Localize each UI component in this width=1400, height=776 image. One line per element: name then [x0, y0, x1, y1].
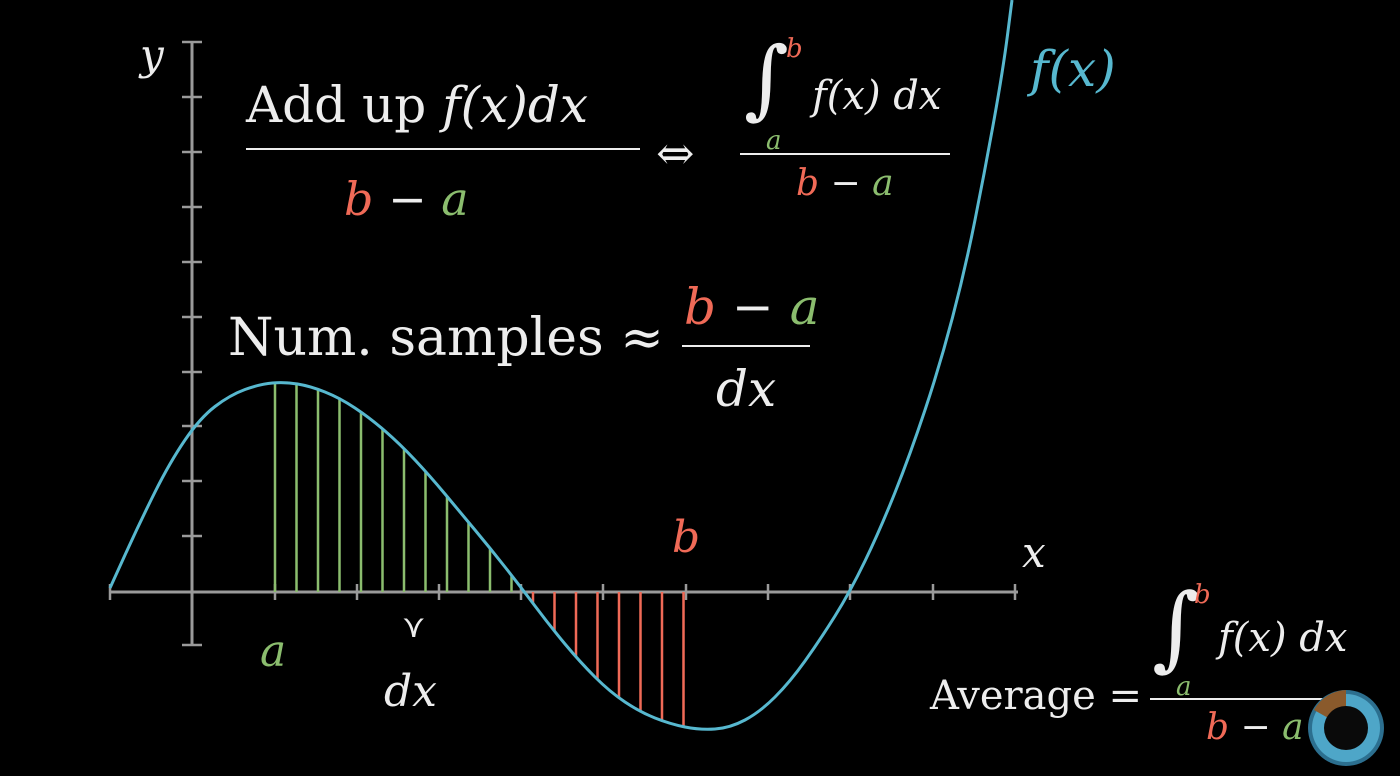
num-a: a: [789, 278, 820, 336]
average-upper-b: b: [1194, 580, 1211, 610]
average-lower-a: a: [1176, 672, 1192, 702]
den-a: a: [872, 163, 894, 204]
add-up-text: Add up: [246, 76, 443, 134]
function-curve: [108, 0, 1014, 731]
den-minus: −: [1240, 707, 1271, 748]
average-denominator: b − a: [1206, 710, 1304, 746]
average-integral-sign: ∫: [1152, 574, 1200, 681]
num-samples-numerator: b − a: [684, 282, 820, 332]
average-fraction-bar: [1150, 698, 1350, 700]
average-integrand: f(x) dx: [1218, 615, 1348, 661]
num-samples-fraction-bar: [682, 345, 810, 347]
sample-lines: [273, 382, 685, 727]
num-samples-text: Num. samples ≈: [228, 308, 664, 368]
add-up-numerator: Add up f(x)dx: [246, 80, 588, 130]
den-minus: −: [388, 172, 427, 226]
den-a: a: [441, 172, 469, 226]
num-minus: −: [731, 278, 774, 336]
average-text: Average =: [930, 673, 1143, 719]
a-marker-label: a: [260, 626, 287, 677]
num-samples-denominator: dx: [716, 360, 777, 418]
logo-icon: [1308, 690, 1384, 766]
add-up-denominator: b − a: [344, 176, 469, 222]
den-b: b: [1206, 707, 1230, 748]
integral-sign: ∫: [744, 29, 789, 129]
equivalence-arrow: ⇔: [656, 126, 695, 180]
b-marker-label: b: [672, 512, 701, 563]
dx-label: dx: [384, 666, 437, 717]
function-label: f(x): [1030, 40, 1116, 98]
den-b: b: [796, 163, 820, 204]
add-up-math: f(x)dx: [442, 76, 589, 134]
integral-denominator: b − a: [796, 166, 894, 202]
axes: [108, 40, 1018, 647]
integrand: f(x) dx: [812, 73, 942, 119]
integral-lower-a: a: [766, 126, 782, 156]
num-b: b: [684, 278, 717, 336]
den-a: a: [1282, 707, 1304, 748]
integral-fraction-bar: [740, 153, 950, 155]
dx-brace: ⋎: [402, 607, 426, 645]
add-up-fraction-bar: [246, 148, 640, 150]
y-axis-label: y: [140, 30, 164, 79]
den-minus: −: [830, 163, 861, 204]
den-b: b: [344, 172, 374, 226]
x-axis-label: x: [1022, 528, 1046, 577]
integral-upper-b: b: [786, 34, 803, 64]
